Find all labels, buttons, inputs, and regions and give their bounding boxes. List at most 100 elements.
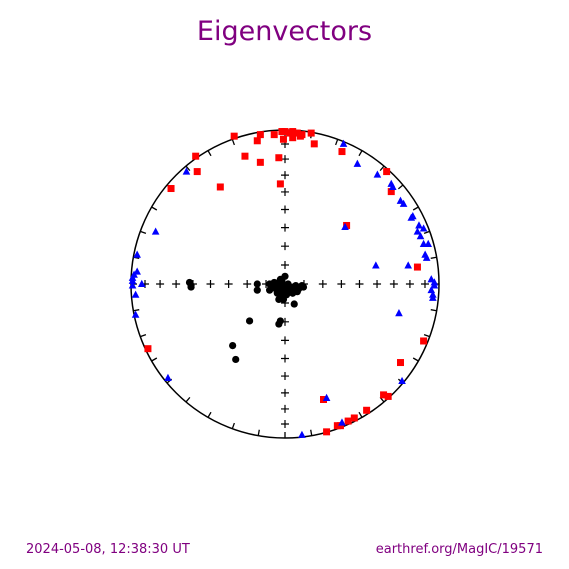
triangle-point [353, 159, 362, 167]
triangle-point [424, 239, 433, 247]
axis-cross [172, 280, 181, 288]
source-label: earthref.org/MagIC/19571 [375, 542, 543, 557]
triangle-point [339, 139, 348, 147]
square-point [307, 129, 315, 137]
square-point [275, 154, 283, 162]
circle-point [290, 300, 298, 308]
axis-cross [281, 187, 289, 196]
points-group [128, 128, 439, 438]
perimeter-tick [257, 429, 260, 436]
triangle-point [128, 281, 137, 289]
square-point [289, 134, 297, 142]
perimeter-tick [412, 357, 419, 362]
circle-point [275, 320, 283, 328]
circle-point [253, 280, 261, 288]
square-point [383, 168, 391, 176]
axis-cross [281, 261, 289, 270]
perimeter-tick [151, 357, 158, 362]
triangle-point [133, 250, 141, 258]
axis-cross [281, 419, 289, 428]
circle-point [281, 272, 289, 280]
perimeter-tick [140, 334, 147, 338]
square-point [167, 185, 175, 193]
square-point [338, 148, 346, 156]
square-point [380, 391, 388, 399]
triangle-point [298, 430, 306, 438]
square-point [144, 345, 152, 353]
square-point [241, 152, 249, 160]
circle-point [229, 342, 237, 350]
axis-cross [206, 280, 215, 288]
triangle-point [151, 227, 160, 235]
square-point [350, 414, 358, 422]
triangle-point [373, 170, 382, 178]
circle-point [187, 283, 195, 291]
triangle-point [322, 393, 331, 401]
square-point [230, 132, 238, 140]
perimeter-tick [358, 411, 363, 418]
perimeter-tick [423, 334, 430, 338]
perimeter-tick [231, 422, 235, 429]
perimeter-tick [207, 150, 212, 157]
perimeter-tick [397, 184, 404, 190]
square-point [343, 221, 351, 229]
perimeter-tick [231, 139, 235, 146]
perimeter-tick [133, 309, 140, 312]
triangle-point [131, 310, 140, 318]
triangle-point [341, 222, 349, 231]
square-point [270, 131, 278, 139]
triangle-point [422, 253, 431, 261]
axis-cross [337, 280, 346, 288]
perimeter-tick [207, 411, 212, 418]
triangle-point [399, 199, 408, 207]
square-point [323, 428, 331, 436]
triangle-point [128, 276, 137, 284]
perimeter-tick [430, 309, 437, 312]
square-point [333, 422, 341, 430]
timestamp-label: 2024-05-08, 12:38:30 UT [26, 542, 190, 557]
triangle-point [137, 279, 146, 287]
square-point [256, 158, 264, 166]
perimeter-tick [358, 150, 363, 157]
axis-cross [281, 171, 289, 180]
axis-cross [281, 205, 289, 214]
square-point [344, 417, 352, 425]
perimeter-tick [423, 230, 430, 234]
circle-point [232, 355, 240, 364]
axis-cross [281, 223, 289, 232]
axis-cross [281, 404, 289, 413]
triangle-point [430, 278, 439, 286]
perimeter-tick [430, 256, 437, 259]
axis-cross [224, 280, 233, 288]
square-point [296, 132, 304, 140]
square-point [281, 128, 289, 136]
axis-cross [373, 280, 382, 288]
square-point [253, 137, 261, 145]
perimeter-tick [310, 429, 313, 436]
axis-cross [281, 336, 289, 345]
square-point [413, 263, 421, 271]
axis-cross [156, 280, 165, 288]
triangle-point [372, 261, 380, 269]
triangle-point [164, 373, 172, 381]
triangle-point [404, 261, 412, 269]
triangle-point [389, 182, 397, 190]
triangle-point [416, 232, 425, 240]
perimeter-tick [185, 396, 191, 403]
circle-point [253, 286, 261, 294]
axis-cross [355, 280, 364, 288]
square-point [289, 128, 297, 136]
triangle-point [182, 167, 191, 175]
square-point [420, 337, 428, 345]
triangle-point [398, 376, 406, 385]
triangle-point [338, 418, 346, 426]
axis-cross [281, 372, 289, 381]
axis-cross [318, 280, 327, 288]
triangle-point [409, 212, 417, 220]
axis-cross [281, 388, 289, 397]
triangle-point [413, 227, 422, 235]
circle-point [245, 317, 254, 325]
perimeter-tick [151, 206, 158, 211]
perimeter-tick [185, 165, 191, 172]
